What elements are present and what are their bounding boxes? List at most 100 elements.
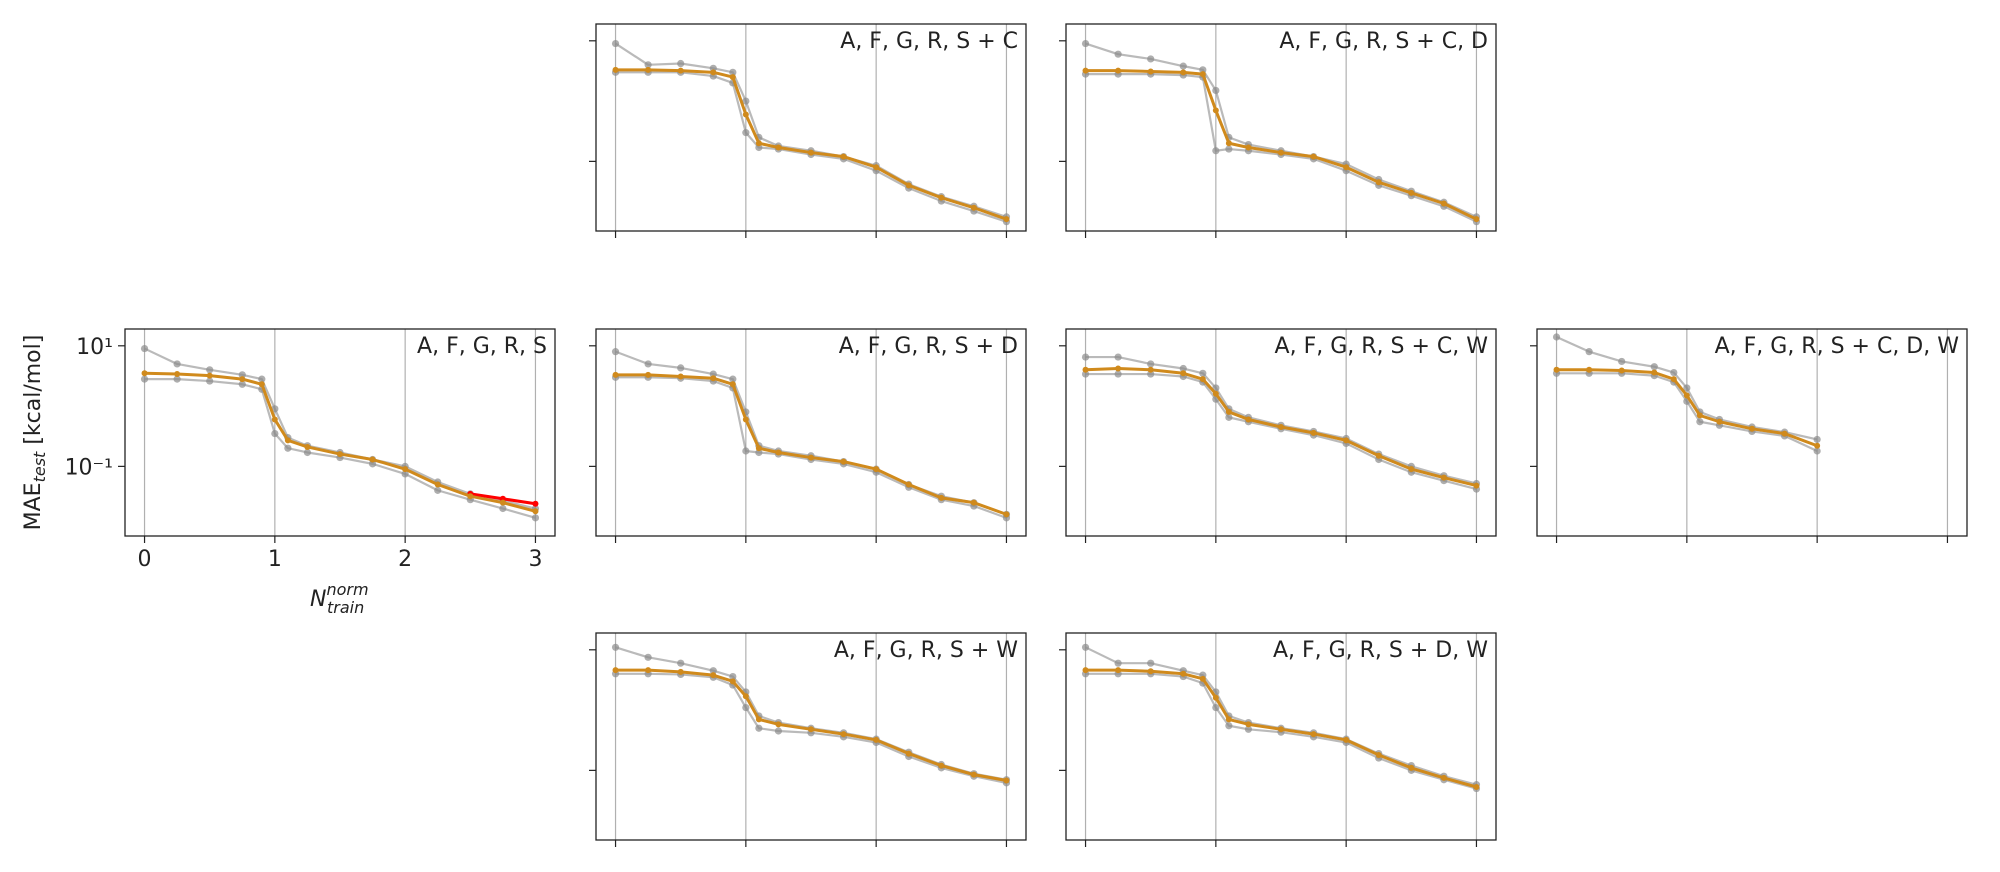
marker xyxy=(645,371,652,378)
x-tick-label: 2 xyxy=(398,547,412,572)
marker xyxy=(1180,670,1187,677)
marker xyxy=(710,69,717,76)
marker xyxy=(840,731,847,738)
marker xyxy=(1147,68,1154,75)
marker xyxy=(1651,369,1658,376)
marker xyxy=(532,500,539,507)
marker xyxy=(677,659,685,667)
marker xyxy=(1375,179,1382,186)
marker xyxy=(1212,703,1220,712)
marker xyxy=(434,486,442,494)
marker xyxy=(938,762,945,769)
marker xyxy=(304,443,311,450)
marker xyxy=(1553,366,1560,373)
marker xyxy=(729,74,736,81)
x-tick-label: 0 xyxy=(138,547,152,572)
panel: A, F, G, R, S + C xyxy=(589,23,1027,238)
marker xyxy=(206,366,214,374)
marker xyxy=(1408,466,1415,473)
marker xyxy=(1813,435,1821,444)
marker xyxy=(173,375,181,383)
marker xyxy=(1343,437,1350,444)
marker xyxy=(1082,667,1089,674)
panel: A, F, G, R, S + W xyxy=(589,632,1027,847)
x-label-sub: train xyxy=(327,598,364,617)
marker xyxy=(742,111,749,118)
axes-frame xyxy=(1536,328,1968,537)
marker xyxy=(1781,430,1788,437)
marker xyxy=(1473,482,1480,489)
marker xyxy=(140,375,149,383)
series-line xyxy=(144,347,536,510)
marker xyxy=(729,672,737,681)
marker xyxy=(206,377,214,385)
x-label-sup: norm xyxy=(326,580,368,599)
marker xyxy=(1749,425,1755,432)
series-line xyxy=(615,373,1007,516)
marker xyxy=(677,373,684,380)
marker xyxy=(1180,69,1187,76)
marker xyxy=(755,143,763,152)
marker xyxy=(1683,392,1690,399)
x-tick-label: 1 xyxy=(268,547,282,572)
marker xyxy=(775,449,782,456)
marker xyxy=(612,66,619,73)
marker xyxy=(873,466,880,473)
marker xyxy=(401,470,409,478)
marker xyxy=(1552,333,1561,341)
marker xyxy=(611,39,620,48)
marker xyxy=(1003,511,1010,518)
marker xyxy=(337,451,343,458)
marker xyxy=(1375,751,1382,758)
marker xyxy=(1225,413,1233,421)
series-line xyxy=(615,68,1007,221)
marker xyxy=(140,344,149,353)
axes-frame xyxy=(1065,632,1497,841)
marker xyxy=(1278,423,1284,430)
marker xyxy=(1473,783,1480,790)
axes-frame xyxy=(1065,328,1497,537)
marker xyxy=(1310,153,1317,160)
marker xyxy=(402,466,409,473)
marker xyxy=(677,67,684,74)
marker xyxy=(1082,67,1089,74)
marker xyxy=(1147,370,1155,378)
marker xyxy=(1245,144,1252,151)
axes-frame xyxy=(595,328,1027,537)
marker xyxy=(1278,149,1284,156)
marker xyxy=(1115,365,1122,372)
marker xyxy=(368,460,377,468)
marker xyxy=(1081,370,1090,378)
marker xyxy=(644,653,652,661)
panel-title: A, F, G, R, S xyxy=(417,334,547,359)
marker xyxy=(1375,452,1382,459)
marker xyxy=(1245,721,1252,728)
marker xyxy=(1115,67,1122,74)
y-label-main: MAE xyxy=(21,482,46,530)
marker xyxy=(206,372,213,379)
marker xyxy=(677,364,685,372)
y-label-unit: [kcal/mol] xyxy=(21,335,46,445)
marker xyxy=(775,721,782,728)
marker xyxy=(1440,474,1447,481)
marker xyxy=(1473,216,1480,223)
marker xyxy=(1212,390,1219,397)
marker xyxy=(1179,364,1187,373)
marker xyxy=(1225,145,1233,153)
series-line xyxy=(615,646,1007,781)
marker xyxy=(1408,764,1415,771)
marker xyxy=(1114,659,1122,667)
marker xyxy=(1310,731,1317,738)
marker xyxy=(1650,363,1658,371)
marker xyxy=(755,716,762,723)
marker xyxy=(1440,774,1447,781)
marker xyxy=(873,736,880,743)
marker xyxy=(755,448,763,457)
axes-frame xyxy=(124,328,556,537)
axes-frame xyxy=(595,632,1027,841)
panel: A, F, G, R, S + C, D, W xyxy=(1530,328,1968,543)
marker xyxy=(905,750,912,757)
marker xyxy=(1670,376,1677,383)
